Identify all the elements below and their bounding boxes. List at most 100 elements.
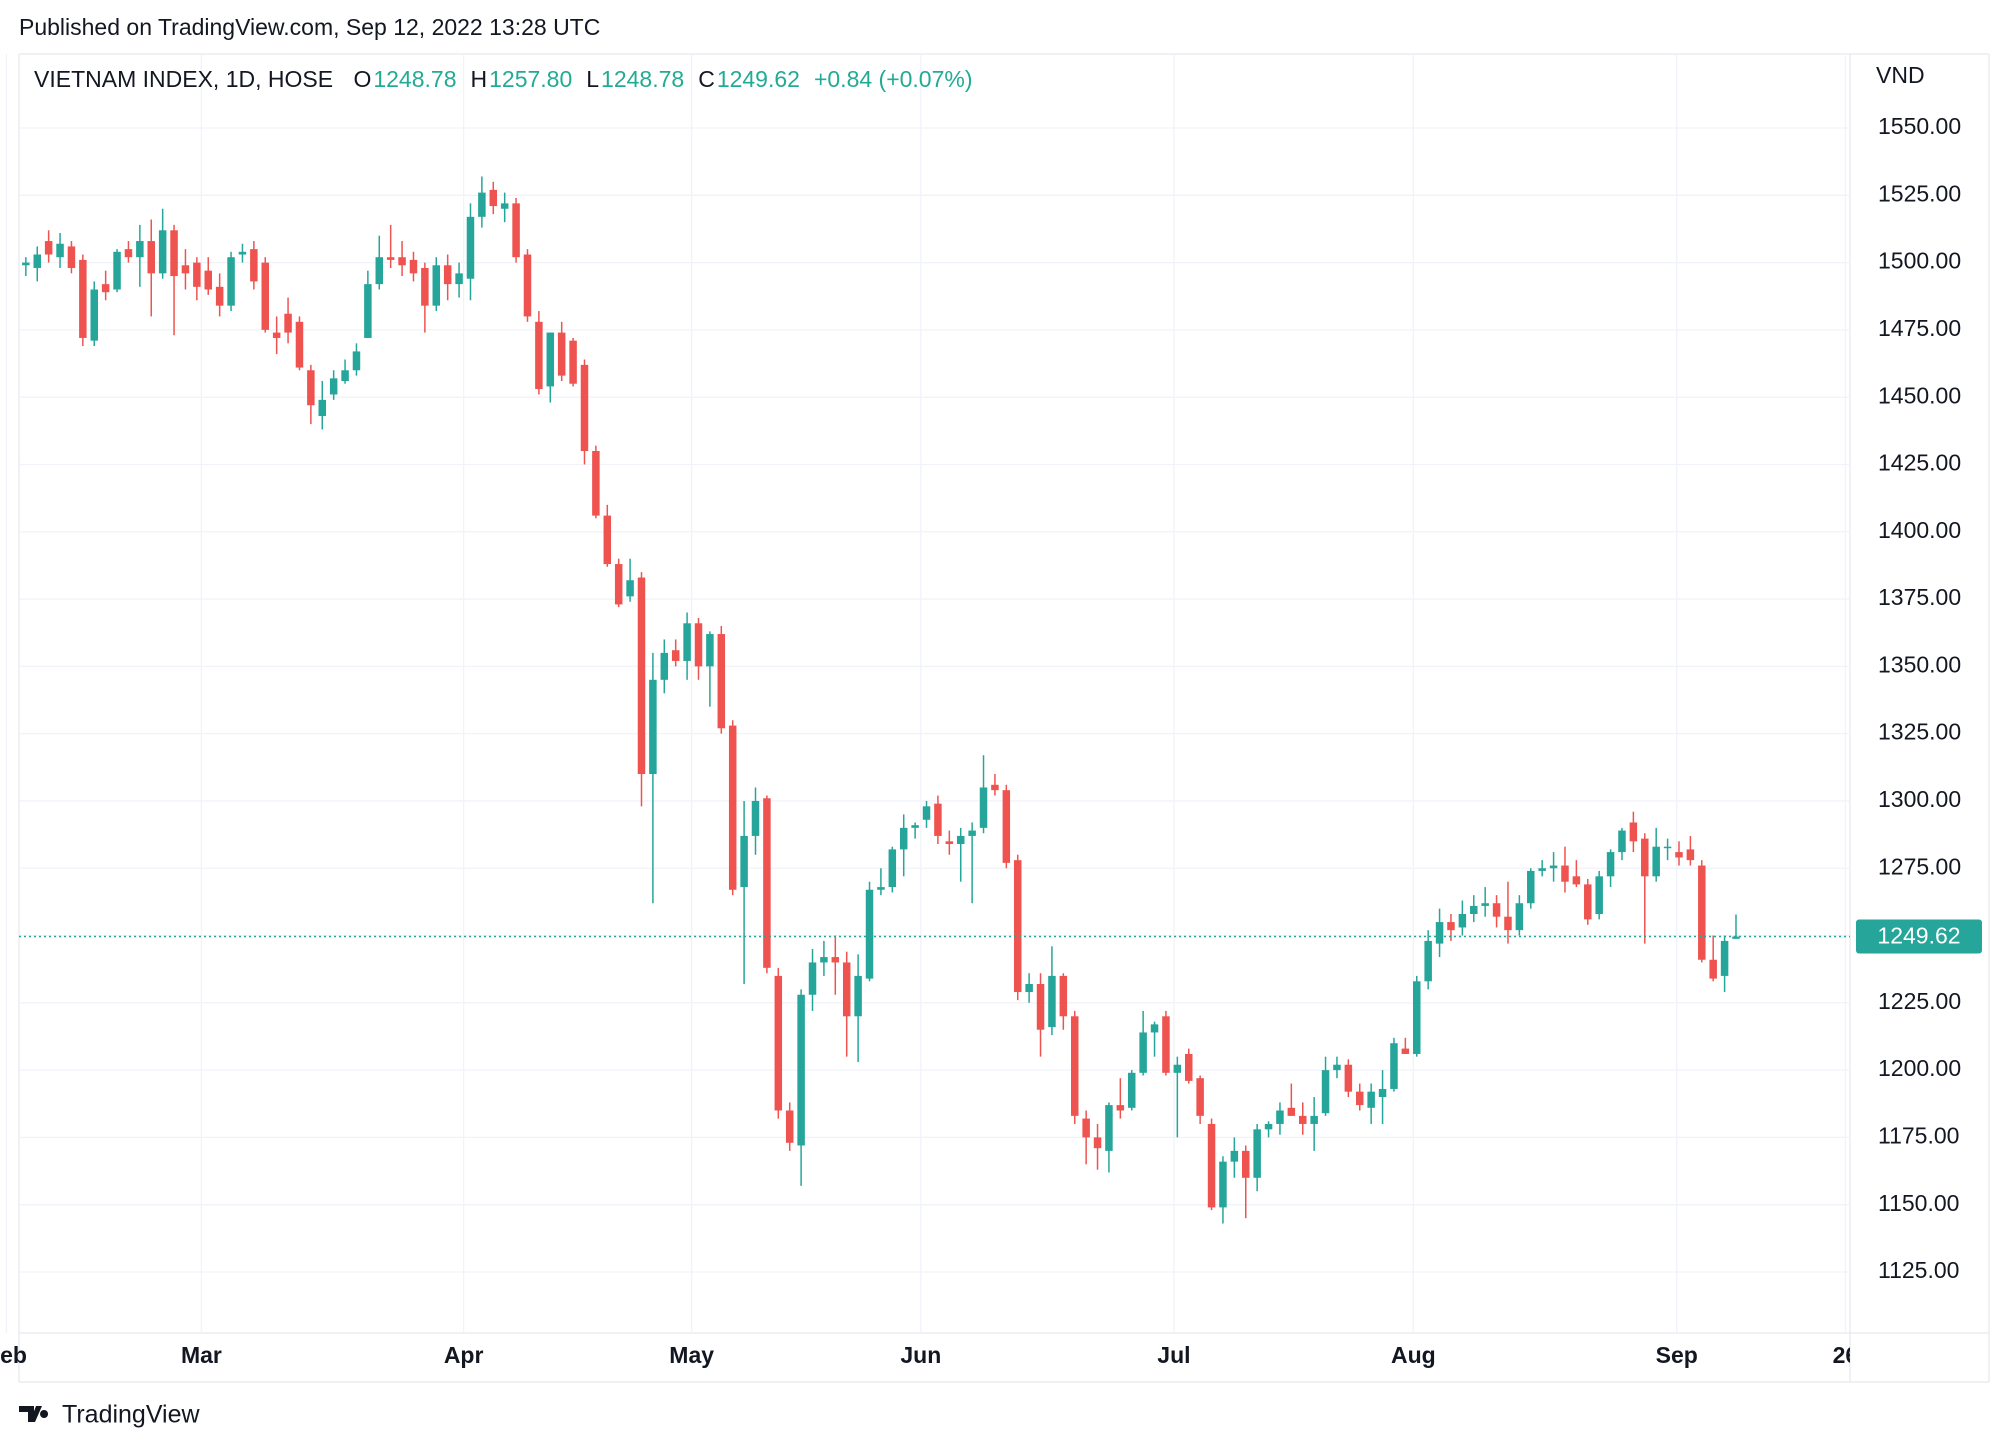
y-tick-label: 1125.00 [1878,1257,1959,1283]
candle-body [1435,922,1444,944]
candle-body [1458,913,1467,928]
candle-body [649,679,657,775]
candle-body [158,230,167,274]
change: +0.84 (+0.07%) [813,66,973,92]
candle-body [694,623,703,667]
candle-body [968,830,976,836]
field-value: 1248.78 [373,66,457,92]
candle-body [763,798,771,968]
candles [22,176,1740,1224]
candle-body [193,262,201,287]
candle-body [1059,975,1068,1017]
candle-body [1367,1091,1375,1108]
candle-body [364,284,372,338]
candle-body [341,370,349,382]
candle-body [227,257,235,306]
candle-body [911,825,919,828]
y-tick-label: 1300.00 [1878,786,1961,812]
candle-body [1196,1078,1204,1116]
candle-body [1492,903,1501,917]
x-axis: Feb Mar Apr May Jun Jul Aug Sep 26 [0,1342,1850,1368]
candle-body [991,784,999,791]
candle-body [1584,884,1592,920]
candle-body [1299,1115,1307,1124]
last-price-label: 1249.62 [1877,923,1960,949]
candle-body [671,650,680,661]
field-label: C [698,66,715,92]
candle-body [489,189,498,207]
candle-body [592,451,600,516]
candle-body [888,849,897,888]
candle-body [284,313,292,333]
candle-body [1321,1070,1330,1114]
candle-body [1527,870,1535,904]
candle-body [1709,959,1717,979]
candle-body [728,725,737,890]
candle-body [934,803,942,836]
candle-body [1093,1137,1102,1149]
candle-body [1572,876,1581,885]
candle-body [820,957,828,963]
candle-body [1002,790,1011,863]
candle-body [660,652,669,680]
candle-body [409,259,418,274]
candle-body [808,962,817,995]
publish-note: Published on TradingView.com, Sep 12, 20… [19,14,600,40]
candle-body [535,321,543,390]
candle-body [1663,846,1672,849]
candle-body [1515,903,1524,931]
candle-body [478,192,486,217]
candle-body [797,994,805,1146]
candle-body [1207,1123,1216,1208]
candle-body [22,262,30,266]
candle-body [683,623,691,661]
candle-body [1219,1161,1227,1208]
candle-body [1230,1150,1239,1162]
candle-body [67,246,76,268]
candle-body [899,827,908,850]
grid [5,54,1850,1333]
candle-body [1447,922,1455,931]
candle-body [1618,830,1626,853]
candle-body [1413,981,1421,1054]
candle-body [432,265,441,306]
candle-body [33,254,41,268]
y-tick-label: 1425.00 [1878,450,1961,476]
logo-icon [19,1406,49,1422]
candle-body [546,332,555,387]
candle-body [1253,1129,1261,1178]
candle-body [1595,876,1603,914]
candle-body [1686,849,1695,861]
y-tick-label: 1325.00 [1878,719,1961,745]
candle-body [421,267,429,306]
candle-body [865,889,874,979]
field-value: 1248.78 [601,66,685,92]
y-tick-label: 1275.00 [1878,853,1961,879]
y-tick-label: 1550.00 [1878,113,1961,139]
candle-body [945,841,954,845]
candle-body [1333,1064,1341,1071]
candle-body [386,257,395,260]
candle-body [238,251,247,255]
candle-body [523,254,532,317]
symbol: VIETNAM INDEX, 1D, HOSE [34,66,334,92]
candle-body [1470,905,1478,914]
candle-body [603,515,612,565]
y-unit: VND [1876,62,1925,88]
x-tick-label: Jun [900,1342,941,1368]
candle-body [1105,1105,1113,1151]
candle-body [443,265,452,285]
candle-body [1276,1110,1284,1124]
candle-body [512,203,520,258]
candle-body [1287,1107,1296,1116]
candle-body [842,962,851,1017]
candle-body [1310,1115,1318,1124]
candle-body [1150,1024,1159,1033]
candle-body [1504,916,1512,931]
candle-body [318,399,327,417]
candle-body [250,249,258,282]
field-value: 1257.80 [489,66,573,92]
y-tick-label: 1225.00 [1878,988,1961,1014]
candle-body [56,243,64,258]
candle-body [1401,1048,1410,1054]
